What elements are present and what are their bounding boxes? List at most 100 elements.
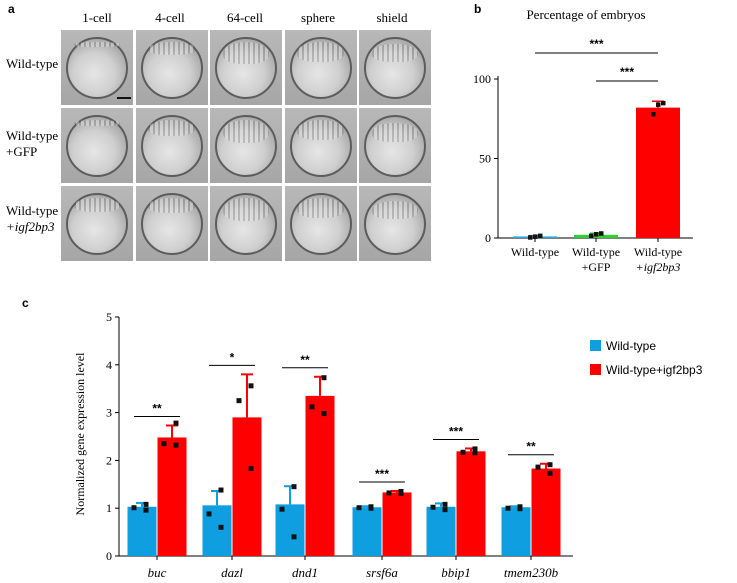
data-point [161,441,167,447]
significance-label: *** [620,65,634,79]
x-tick-label: Wild-type [634,245,682,259]
panel-a-letter: a [8,2,15,16]
x-tick-label: dazl [221,565,243,580]
embryo-image [210,186,282,261]
legend-label: Wild-type [606,339,656,353]
data-point [651,111,656,117]
row-label-line1: Wild-type [6,128,59,143]
data-point [131,505,137,511]
bar [531,468,561,556]
embryo-image [359,30,431,105]
data-point [309,404,315,410]
stage-label-sphere: sphere [301,10,335,25]
data-point [218,487,224,493]
chart-b-title: Percentage of embryos [526,7,645,22]
embryo-image [284,186,357,261]
y-tick-label: 2 [106,453,112,467]
data-point [291,534,297,540]
bar [501,507,531,556]
data-point [279,506,285,512]
data-point [368,505,374,511]
row-label-line2: +GFP [6,144,38,159]
data-point [321,411,327,417]
data-point [236,398,242,404]
data-point [661,100,666,106]
x-tick-label: srsf6a [366,565,398,580]
data-point [173,442,179,448]
significance-label: *** [375,467,389,481]
embryo-image [61,30,133,105]
data-point [143,507,149,513]
bar [305,395,335,556]
data-point [442,501,448,507]
embryo-image [135,186,208,261]
data-point [547,470,553,476]
data-point [505,505,511,511]
row-label-wild-type-gfp: Wild-type +GFP [6,128,58,160]
data-point [599,231,604,236]
x-tick-label-line2: +GFP [582,260,611,274]
bar [275,504,305,556]
data-point [173,420,179,426]
x-tick-label: Wild-type [572,245,620,259]
bar [127,506,157,556]
row-label-wild-type: Wild-type [6,56,58,72]
chart-c-ylabel: Normalized gene expression level [73,352,87,516]
embryo-image [61,108,133,183]
data-point [398,490,404,496]
x-tick-label-line2: +igf2bp3 [636,260,681,274]
data-point [472,450,478,456]
significance-label: * [230,350,235,364]
significance-label: ** [300,353,310,367]
y-tick-label: 4 [106,358,112,372]
stage-label-64-cell: 64-cell [226,10,264,25]
scale-bar [117,97,131,99]
embryo-image [359,108,431,183]
row-label-wild-type-igf2bp3: Wild-type +igf2bp3 [6,203,58,235]
embryo-image [359,186,431,261]
row-label-line2: +igf2bp3 [6,219,55,234]
data-point [472,446,478,452]
y-tick-label: 100 [473,72,491,86]
stage-label-1-cell: 1-cell [82,10,112,25]
y-tick-label: 3 [106,406,112,420]
data-point [538,233,543,239]
panel-b-letter: b [474,2,482,16]
data-point [656,102,661,107]
significance-label: ** [526,440,536,454]
data-point [321,375,327,381]
embryo-image [135,108,208,183]
embryo-image [61,186,133,261]
bar [636,107,680,239]
embryo-image-grid [61,30,431,261]
data-point [291,484,297,490]
embryo-image [210,30,282,105]
gene-expression-chart: Normalized gene expression level 0 1 2 3 4 5 b… [73,310,703,580]
data-point [594,232,599,237]
bar [456,451,486,556]
data-point [589,233,594,239]
data-point [517,506,523,512]
embryo-image [284,30,357,105]
data-point [442,507,448,513]
bar [157,437,187,556]
data-point [218,524,224,530]
y-tick-label: 5 [106,310,112,324]
panel-c-letter: c [22,296,29,310]
data-point [356,505,362,511]
embryo-image [210,108,282,183]
data-point [460,449,466,455]
x-tick-label: buc [148,565,167,580]
embryo-image [284,108,357,183]
data-point [547,462,553,468]
x-tick-label: bbip1 [441,565,471,580]
y-tick-label: 1 [106,501,112,515]
data-point [248,383,254,389]
legend-label: Wild-type+igf2bp3 [606,363,703,377]
y-tick-label: 50 [479,152,491,166]
data-point [528,235,533,240]
y-tick-label: 0 [485,231,491,245]
y-tick-label: 0 [106,549,112,563]
significance-label: *** [589,37,603,51]
data-point [386,490,392,496]
